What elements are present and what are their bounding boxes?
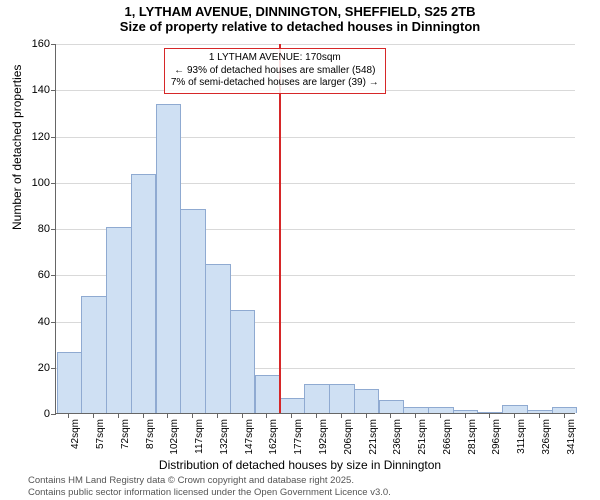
y-tick-mark xyxy=(51,414,56,415)
x-tick-mark xyxy=(291,413,292,418)
x-tick-label: 102sqm xyxy=(169,419,180,455)
x-tick-mark xyxy=(390,413,391,418)
y-tick-mark xyxy=(51,137,56,138)
x-tick-mark xyxy=(539,413,540,418)
plot-area: 02040608010012014016042sqm57sqm72sqm87sq… xyxy=(55,44,575,414)
x-tick-label: 236sqm xyxy=(392,419,403,455)
x-tick-label: 117sqm xyxy=(194,419,205,454)
x-tick-label: 57sqm xyxy=(95,419,106,449)
x-tick-mark xyxy=(266,413,267,418)
x-tick-mark xyxy=(489,413,490,418)
histogram-bar xyxy=(131,174,157,413)
x-tick-label: 72sqm xyxy=(120,419,131,449)
title-address: 1, LYTHAM AVENUE, DINNINGTON, SHEFFIELD,… xyxy=(0,4,600,19)
y-tick-mark xyxy=(51,229,56,230)
x-tick-mark xyxy=(93,413,94,418)
y-tick-label: 80 xyxy=(38,223,50,235)
x-axis-label: Distribution of detached houses by size … xyxy=(0,458,600,472)
x-tick-label: 341sqm xyxy=(566,419,577,455)
gridline xyxy=(56,137,575,138)
annotation-line: 1 LYTHAM AVENUE: 170sqm xyxy=(171,52,379,65)
annotation-line: 7% of semi-detached houses are larger (3… xyxy=(171,77,379,90)
histogram-bar xyxy=(81,296,107,413)
x-tick-label: 132sqm xyxy=(219,419,230,455)
histogram-bar xyxy=(304,384,330,413)
x-tick-label: 326sqm xyxy=(541,419,552,455)
x-tick-mark xyxy=(316,413,317,418)
y-tick-label: 100 xyxy=(32,177,50,189)
footnote-line2: Contains public sector information licen… xyxy=(28,487,391,498)
y-tick-label: 140 xyxy=(32,84,50,96)
property-marker-line xyxy=(279,44,281,413)
x-tick-mark xyxy=(366,413,367,418)
x-tick-label: 311sqm xyxy=(516,419,527,454)
x-tick-label: 162sqm xyxy=(268,419,279,455)
y-tick-label: 0 xyxy=(44,408,50,420)
y-tick-mark xyxy=(51,275,56,276)
histogram-chart: 02040608010012014016042sqm57sqm72sqm87sq… xyxy=(55,44,575,414)
x-tick-label: 251sqm xyxy=(417,419,428,455)
x-tick-mark xyxy=(143,413,144,418)
histogram-bar xyxy=(180,209,206,414)
x-tick-mark xyxy=(242,413,243,418)
x-tick-mark xyxy=(465,413,466,418)
annotation-line: ← 93% of detached houses are smaller (54… xyxy=(171,65,379,78)
histogram-bar xyxy=(230,310,256,413)
x-tick-label: 87sqm xyxy=(145,419,156,449)
histogram-bar xyxy=(205,264,231,413)
y-tick-label: 120 xyxy=(32,131,50,143)
x-tick-label: 221sqm xyxy=(368,419,379,455)
x-tick-mark xyxy=(118,413,119,418)
histogram-bar xyxy=(156,104,182,413)
x-tick-mark xyxy=(514,413,515,418)
y-tick-label: 40 xyxy=(38,316,50,328)
property-annotation: 1 LYTHAM AVENUE: 170sqm← 93% of detached… xyxy=(164,48,386,94)
histogram-bar xyxy=(428,407,454,413)
x-tick-mark xyxy=(341,413,342,418)
x-tick-label: 296sqm xyxy=(491,419,502,455)
x-tick-label: 177sqm xyxy=(293,419,304,455)
y-tick-mark xyxy=(51,368,56,369)
histogram-bar xyxy=(354,389,380,413)
histogram-bar xyxy=(379,400,405,413)
x-tick-label: 147sqm xyxy=(244,419,255,455)
x-tick-label: 206sqm xyxy=(343,419,354,455)
histogram-bar xyxy=(329,384,355,413)
title-subtitle: Size of property relative to detached ho… xyxy=(0,19,600,34)
histogram-bar xyxy=(106,227,132,413)
x-tick-label: 281sqm xyxy=(467,419,478,455)
y-tick-mark xyxy=(51,183,56,184)
footnote: Contains HM Land Registry data © Crown c… xyxy=(28,475,391,498)
y-tick-mark xyxy=(51,322,56,323)
x-tick-label: 42sqm xyxy=(70,419,81,449)
x-tick-mark xyxy=(68,413,69,418)
histogram-bar xyxy=(57,352,83,413)
x-tick-label: 266sqm xyxy=(442,419,453,455)
x-tick-mark xyxy=(440,413,441,418)
y-tick-mark xyxy=(51,44,56,45)
y-axis-label: Number of detached properties xyxy=(10,65,24,230)
histogram-bar xyxy=(502,405,528,413)
footnote-line1: Contains HM Land Registry data © Crown c… xyxy=(28,475,391,486)
x-tick-mark xyxy=(192,413,193,418)
x-tick-mark xyxy=(217,413,218,418)
histogram-bar xyxy=(527,410,553,413)
y-tick-label: 20 xyxy=(38,362,50,374)
x-tick-label: 192sqm xyxy=(318,419,329,455)
histogram-bar xyxy=(279,398,305,413)
y-tick-mark xyxy=(51,90,56,91)
x-tick-mark xyxy=(415,413,416,418)
gridline xyxy=(56,44,575,45)
y-tick-label: 60 xyxy=(38,269,50,281)
histogram-bar xyxy=(255,375,281,413)
x-tick-mark xyxy=(564,413,565,418)
y-tick-label: 160 xyxy=(32,38,50,50)
x-tick-mark xyxy=(167,413,168,418)
